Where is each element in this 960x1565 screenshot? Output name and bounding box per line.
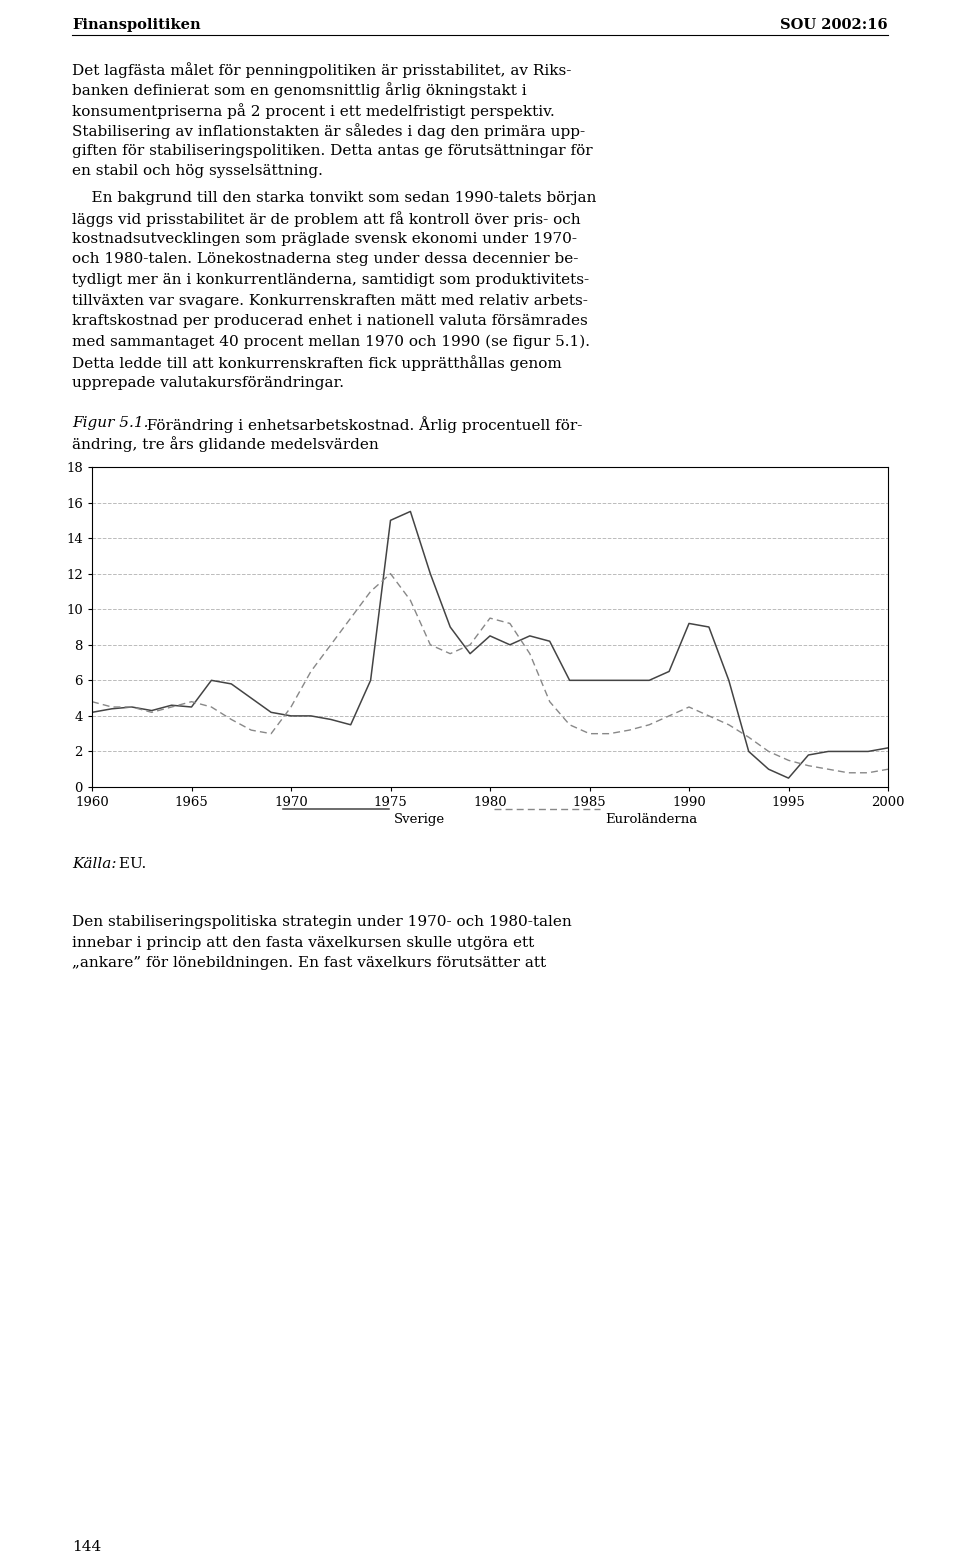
Text: banken definierat som en genomsnittlig årlig ökningstakt i: banken definierat som en genomsnittlig å… xyxy=(72,83,527,99)
Text: upprepade valutakursförändringar.: upprepade valutakursförändringar. xyxy=(72,376,344,390)
Text: konsumentpriserna på 2 procent i ett medelfristigt perspektiv.: konsumentpriserna på 2 procent i ett med… xyxy=(72,103,555,119)
Text: och 1980-talen. Lönekostnaderna steg under dessa decennier be-: och 1980-talen. Lönekostnaderna steg und… xyxy=(72,252,578,266)
Text: SOU 2002:16: SOU 2002:16 xyxy=(780,19,888,31)
Text: en stabil och hög sysselsättning.: en stabil och hög sysselsättning. xyxy=(72,164,323,178)
Text: tillväxten var svagare. Konkurrenskraften mätt med relativ arbets-: tillväxten var svagare. Konkurrenskrafte… xyxy=(72,294,588,307)
Text: Källa:: Källa: xyxy=(72,858,116,872)
Text: Stabilisering av inflationstakten är således i dag den primära upp-: Stabilisering av inflationstakten är sål… xyxy=(72,124,586,139)
Text: Euroländerna: Euroländerna xyxy=(605,812,697,826)
Text: En bakgrund till den starka tonvikt som sedan 1990-talets början: En bakgrund till den starka tonvikt som … xyxy=(72,191,596,205)
Text: med sammantaget 40 procent mellan 1970 och 1990 (se figur 5.1).: med sammantaget 40 procent mellan 1970 o… xyxy=(72,335,590,349)
Text: Den stabiliseringspolitiska strategin under 1970- och 1980-talen: Den stabiliseringspolitiska strategin un… xyxy=(72,916,572,930)
Text: Förändring i enhetsarbetskostnad. Årlig procentuell för-: Förändring i enhetsarbetskostnad. Årlig … xyxy=(137,416,583,434)
Text: Det lagfästa målet för penningpolitiken är prisstabilitet, av Riks-: Det lagfästa målet för penningpolitiken … xyxy=(72,63,571,78)
Text: Finanspolitiken: Finanspolitiken xyxy=(72,19,201,31)
Text: Detta ledde till att konkurrenskraften fick upprätthållas genom: Detta ledde till att konkurrenskraften f… xyxy=(72,355,562,371)
Text: läggs vid prisstabilitet är de problem att få kontroll över pris- och: läggs vid prisstabilitet är de problem a… xyxy=(72,211,581,227)
Text: Sverige: Sverige xyxy=(394,812,444,826)
Text: EU.: EU. xyxy=(114,858,146,872)
Text: kostnadsutvecklingen som präglade svensk ekonomi under 1970-: kostnadsutvecklingen som präglade svensk… xyxy=(72,232,577,246)
Text: 144: 144 xyxy=(72,1540,101,1554)
Text: ändring, tre års glidande medelsvärden: ändring, tre års glidande medelsvärden xyxy=(72,437,379,452)
Text: Figur 5.1.: Figur 5.1. xyxy=(72,416,149,430)
Text: kraftskostnad per producerad enhet i nationell valuta försämrades: kraftskostnad per producerad enhet i nat… xyxy=(72,315,588,329)
Text: tydligt mer än i konkurrentländerna, samtidigt som produktivitets-: tydligt mer än i konkurrentländerna, sam… xyxy=(72,272,589,286)
Text: giften för stabiliseringspolitiken. Detta antas ge förutsättningar för: giften för stabiliseringspolitiken. Dett… xyxy=(72,144,592,158)
Text: „ankare” för lönebildningen. En fast växelkurs förutsätter att: „ankare” för lönebildningen. En fast väx… xyxy=(72,956,546,970)
Text: innebar i princip att den fasta växelkursen skulle utgöra ett: innebar i princip att den fasta växelkur… xyxy=(72,936,535,950)
